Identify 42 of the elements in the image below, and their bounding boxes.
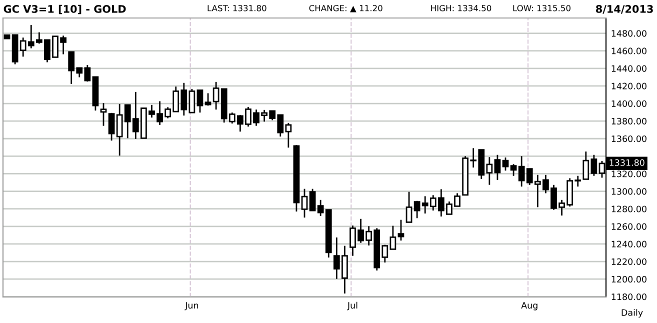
text: HIGH: 1334.50 (431, 4, 492, 12)
y-tick-label: 1260.00 (612, 223, 646, 230)
y-tick-label: 1320.00 (612, 170, 646, 178)
y-tick-label: 1440.00 (612, 65, 646, 72)
y-tick-label: 1360.00 (612, 135, 646, 142)
text: CHANGE: ▲ 11.20 (309, 4, 382, 12)
chart-title: GC V3=1 [10] - GOLD (4, 4, 126, 14)
candlestick (590, 154, 598, 177)
y-tick-label: 1280.00 (612, 206, 646, 212)
candlestick (100, 102, 107, 126)
y-tick-label: 1380.00 (612, 118, 646, 125)
candlestick (406, 191, 412, 223)
y-tick-label: 1480.00 (612, 30, 646, 37)
text: LAST: 1331.80 (208, 4, 266, 12)
text: Daily (622, 309, 643, 318)
candlestick (188, 88, 196, 114)
candlestick (196, 90, 204, 114)
candlestick (398, 219, 404, 242)
text: LOW: 1315.50 (513, 4, 570, 12)
candlestick (502, 156, 509, 172)
y-tick-label: 1460.00 (612, 48, 646, 54)
candlestick (390, 225, 396, 250)
candlestick (212, 81, 220, 110)
x-tick-label: Aug (521, 302, 538, 310)
y-tick-label: 1220.00 (612, 258, 646, 265)
y-tick-label: 1180.00 (612, 293, 646, 300)
x-tick-label: Jun (184, 302, 198, 310)
y-tick-label: 1200.00 (612, 276, 646, 283)
x-tick-label: Jul (347, 302, 358, 310)
text: 1331.80 (610, 159, 644, 166)
candlestick (494, 154, 501, 181)
candlestick (309, 188, 316, 212)
candlestick (108, 112, 115, 142)
candlestick (414, 200, 420, 219)
candlestick (204, 92, 212, 106)
y-tick-label: 1420.00 (612, 82, 646, 90)
candlestick (301, 188, 308, 218)
text: 8/14/2013 (596, 5, 653, 14)
y-tick-label: 1400.00 (612, 100, 646, 107)
candlestick (510, 163, 517, 177)
y-tick-label: 1300.00 (612, 188, 646, 195)
y-tick-label: 1240.00 (612, 240, 646, 248)
